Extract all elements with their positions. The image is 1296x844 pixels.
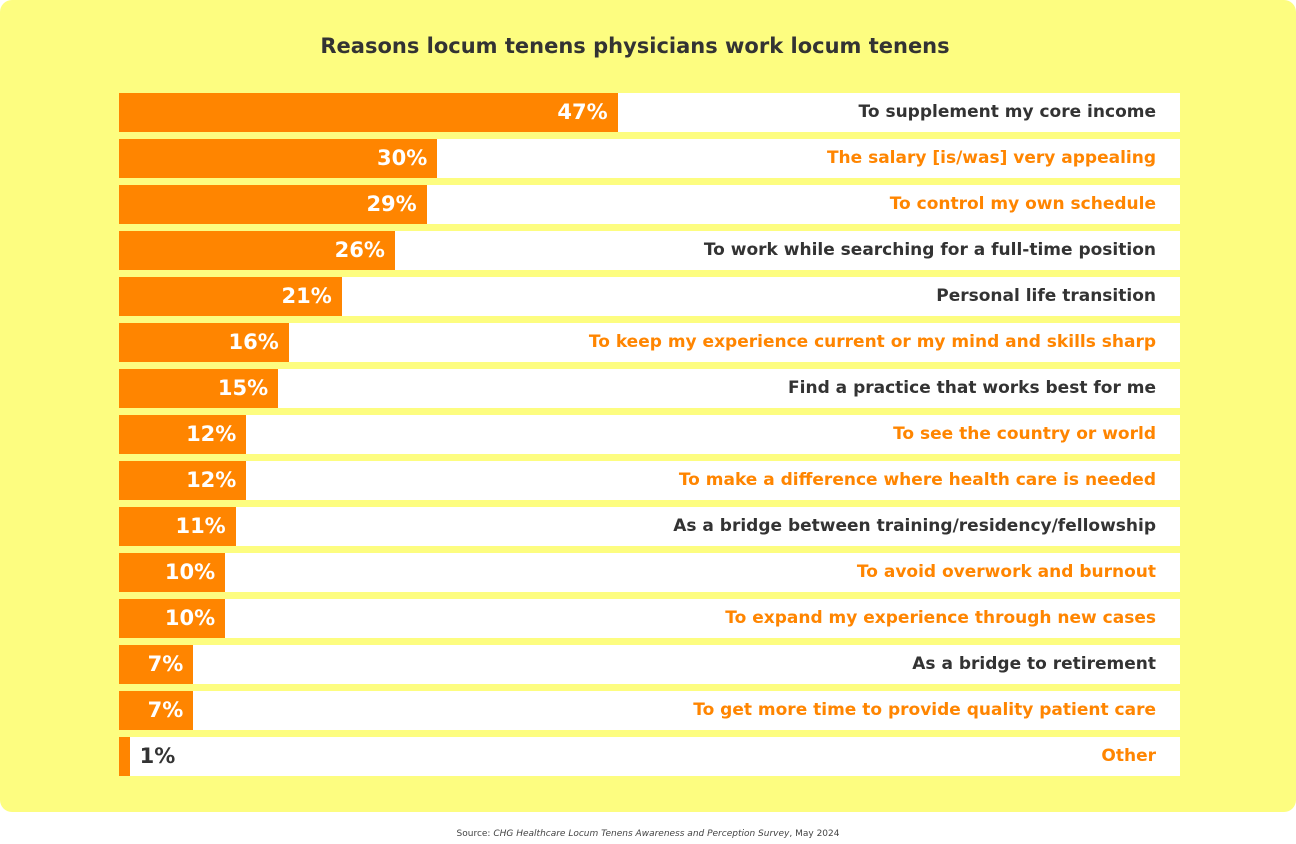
value-label: 30% xyxy=(377,146,428,170)
category-label: To keep my experience current or my mind… xyxy=(588,332,1156,352)
category-label: The salary [is/was] very appealing xyxy=(826,148,1156,168)
value-label: 11% xyxy=(175,514,226,538)
source-prefix: Source: xyxy=(456,829,494,839)
bar xyxy=(119,369,279,408)
source-note: Source: CHG Healthcare Locum Tenens Awar… xyxy=(0,829,1296,839)
category-label: To get more time to provide quality pati… xyxy=(693,700,1156,720)
bar xyxy=(119,691,194,730)
bar xyxy=(119,553,226,592)
category-label: To supplement my core income xyxy=(858,102,1156,122)
bar xyxy=(119,139,438,178)
category-label: As a bridge between training/residency/f… xyxy=(673,516,1156,536)
value-label: 1% xyxy=(139,744,176,768)
source-title: CHG Healthcare Locum Tenens Awareness an… xyxy=(493,829,790,839)
value-label: 10% xyxy=(164,606,216,630)
chart-card: Reasons locum tenens physicians work loc… xyxy=(0,0,1296,812)
bar xyxy=(119,461,247,500)
bar-row: 29% To control my own schedule xyxy=(119,185,1180,224)
bar xyxy=(119,323,289,362)
category-label: To make a difference where health care i… xyxy=(678,470,1156,490)
bar-row: 10% To avoid overwork and burnout xyxy=(119,553,1180,592)
bar xyxy=(119,231,395,270)
value-label: 16% xyxy=(228,330,279,354)
bar xyxy=(119,277,342,316)
bar xyxy=(119,737,130,776)
bar xyxy=(119,645,194,684)
category-label: To control my own schedule xyxy=(889,194,1156,214)
value-label: 15% xyxy=(217,376,269,400)
category-label: To expand my experience through new case… xyxy=(725,608,1156,628)
value-label: 12% xyxy=(186,468,237,492)
value-label: 26% xyxy=(334,238,385,262)
chart-title: Reasons locum tenens physicians work loc… xyxy=(320,34,950,58)
bar-row: 7% As a bridge to retirement xyxy=(119,645,1180,684)
category-label: As a bridge to retirement xyxy=(912,654,1156,674)
category-label: To avoid overwork and burnout xyxy=(856,562,1156,582)
bar xyxy=(119,507,236,546)
bar-row: 15% Find a practice that works best for m… xyxy=(119,369,1180,408)
bar-row: 12% To make a difference where health car… xyxy=(119,461,1180,500)
bar-row: 16% To keep my experience current or my m… xyxy=(119,323,1180,362)
category-label: To work while searching for a full-time … xyxy=(703,240,1156,260)
bar-row: 30% The salary [is/was] very appealing xyxy=(119,139,1180,178)
bar-row: 7% To get more time to provide quality pa… xyxy=(119,691,1180,730)
category-label: Other xyxy=(1101,746,1156,766)
bar xyxy=(119,93,618,132)
bar xyxy=(119,185,427,224)
category-label: Find a practice that works best for me xyxy=(788,378,1156,398)
category-label: Personal life transition xyxy=(936,286,1156,306)
bar-row: 21% Personal life transition xyxy=(119,277,1180,316)
value-label: 7% xyxy=(147,652,184,676)
bar-row: 1% Other xyxy=(119,737,1180,776)
bar-row: 10% To expand my experience through new c… xyxy=(119,599,1180,638)
bar xyxy=(119,415,247,454)
value-label: 47% xyxy=(557,100,608,124)
bar-row: 47% To supplement my core income xyxy=(119,93,1180,132)
value-label: 29% xyxy=(366,192,417,216)
value-label: 21% xyxy=(281,284,332,308)
bar-row: 26% To work while searching for a full-ti… xyxy=(119,231,1180,270)
value-label: 10% xyxy=(164,560,216,584)
value-label: 12% xyxy=(186,422,237,446)
category-label: To see the country or world xyxy=(893,424,1156,444)
bar-row: 11% As a bridge between training/residenc… xyxy=(119,507,1180,546)
bar xyxy=(119,599,226,638)
source-suffix: , May 2024 xyxy=(789,829,840,839)
bar-row: 12% To see the country or world xyxy=(119,415,1180,454)
value-label: 7% xyxy=(147,698,184,722)
